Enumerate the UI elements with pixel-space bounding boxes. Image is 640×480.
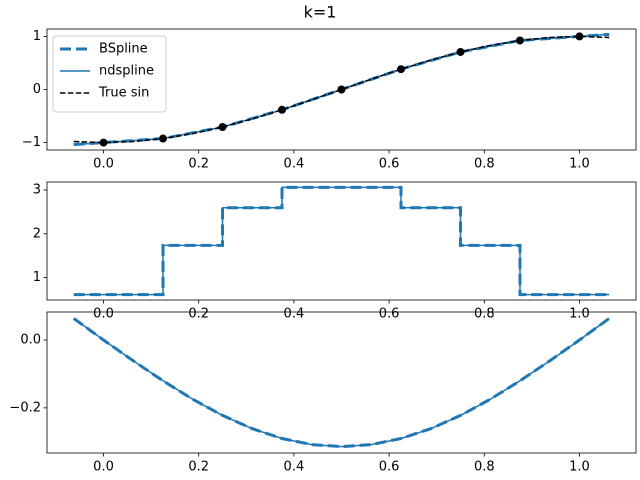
point <box>456 47 465 56</box>
point <box>515 36 524 45</box>
x-tick-label: 0.6 <box>379 307 400 322</box>
series-line <box>72 317 611 449</box>
x-tick-label: 0.6 <box>379 157 400 172</box>
y-tick-label: 0 <box>33 82 41 97</box>
y-tick-label: 2 <box>33 226 41 241</box>
series-line <box>73 185 610 297</box>
x-tick-label: 0.2 <box>188 460 209 475</box>
y-tick-label: 0.0 <box>20 333 41 348</box>
legend-label: ndspline <box>99 64 154 79</box>
figure-title: k=1 <box>304 3 337 22</box>
point <box>337 85 346 94</box>
series-line <box>73 186 610 296</box>
y-tick-label: 1 <box>33 270 41 285</box>
point <box>396 65 405 74</box>
plot-area <box>72 317 611 449</box>
axes-frame <box>46 181 637 301</box>
series-line <box>73 317 610 448</box>
y-tick-label: 3 <box>33 183 41 198</box>
x-tick-label: 0.2 <box>188 157 209 172</box>
y-tick-label: −0.2 <box>9 400 41 415</box>
y-tick-label: 1 <box>33 29 41 44</box>
point <box>99 138 108 147</box>
x-tick-label: 0.6 <box>379 460 400 475</box>
x-tick-label: 0.2 <box>188 307 209 322</box>
x-tick-label: 0.4 <box>284 157 305 172</box>
x-tick-label: 0.4 <box>284 307 305 322</box>
x-tick-label: 0.8 <box>474 460 495 475</box>
plot-area <box>73 32 610 147</box>
x-tick-label: 1.0 <box>569 157 590 172</box>
x-tick-label: 0.0 <box>93 307 114 322</box>
point <box>278 105 287 114</box>
legend-label: BSpline <box>99 42 148 57</box>
axes-frame <box>46 311 637 454</box>
point <box>159 134 168 143</box>
y-tick-label: −1 <box>22 135 41 150</box>
legend-label: True sin <box>98 86 149 101</box>
plot-area <box>73 185 610 297</box>
x-tick-label: 0.8 <box>474 307 495 322</box>
x-tick-label: 0.0 <box>93 460 114 475</box>
x-tick-label: 1.0 <box>569 460 590 475</box>
x-tick-label: 0.8 <box>474 157 495 172</box>
x-tick-label: 0.4 <box>284 460 305 475</box>
x-tick-label: 1.0 <box>569 307 590 322</box>
axes-frame <box>46 28 637 151</box>
x-tick-label: 0.0 <box>93 157 114 172</box>
point <box>575 32 584 41</box>
point <box>218 123 227 132</box>
